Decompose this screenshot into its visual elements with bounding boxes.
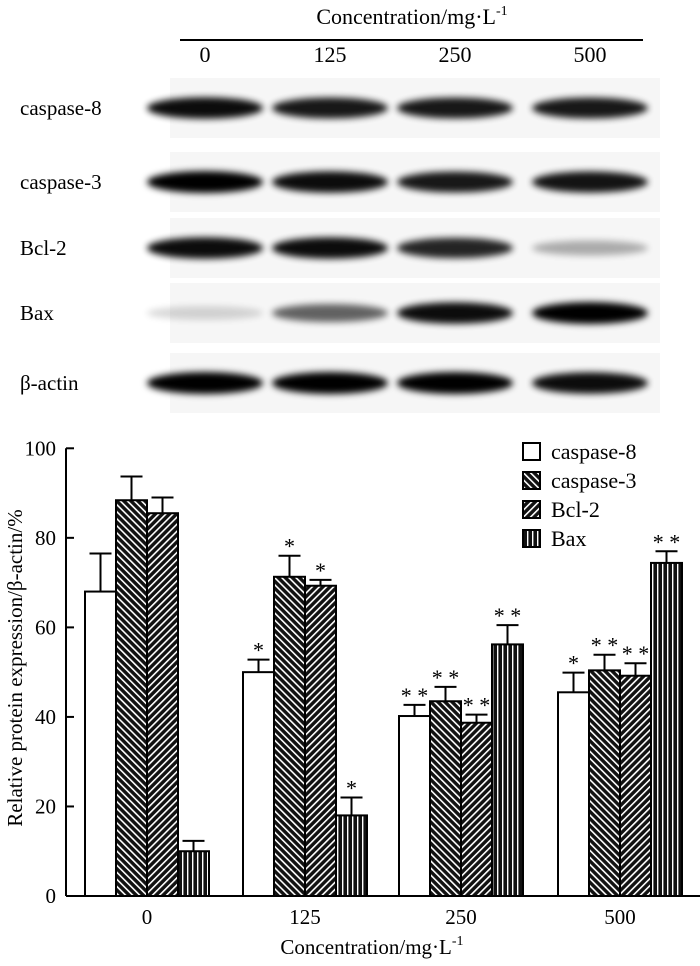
significance-marker: * * <box>463 693 491 718</box>
blot-band <box>397 372 513 394</box>
blot-row-label: Bax <box>20 301 54 325</box>
bar-caspase-3 <box>588 669 621 897</box>
y-tick-label: 80 <box>35 526 56 550</box>
blot-row-label: β-actin <box>20 371 79 395</box>
significance-marker: * * <box>494 603 522 628</box>
x-tick-label: 250 <box>445 905 477 929</box>
bar-caspase-3 <box>429 700 462 897</box>
bar-Bcl-2 <box>619 674 652 898</box>
bar-Bax <box>335 814 368 897</box>
bar-caspase-8 <box>84 590 117 898</box>
blot-band <box>147 237 263 259</box>
blot-band <box>532 372 648 394</box>
significance-marker: * <box>284 534 295 559</box>
bar-Bcl-2 <box>460 721 493 898</box>
significance-marker: * <box>253 638 264 663</box>
bar-Bax <box>177 850 210 897</box>
significance-marker: * * <box>432 665 460 690</box>
lane-label: 500 <box>574 42 607 67</box>
blot-band <box>532 302 648 324</box>
blot-band <box>147 306 263 320</box>
y-tick-label: 60 <box>35 615 56 639</box>
x-tick-label: 500 <box>604 905 636 929</box>
significance-marker: * <box>346 776 357 801</box>
y-tick-label: 0 <box>46 884 57 908</box>
x-tick-label: 125 <box>289 905 321 929</box>
blot-band <box>272 304 388 322</box>
bar-Bax <box>491 643 524 897</box>
blot-band <box>397 237 513 259</box>
legend-swatch <box>522 442 541 461</box>
lane-label: 0 <box>200 42 211 67</box>
blot-row-label: caspase-3 <box>20 170 102 194</box>
bar-caspase-8 <box>242 671 275 898</box>
blot-band <box>532 97 648 119</box>
legend-label: Bcl-2 <box>551 497 600 522</box>
blot-band <box>147 97 263 119</box>
y-axis-label: Relative protein expression/β-actin/% <box>3 509 27 826</box>
blot-band <box>272 372 388 394</box>
bar-Bcl-2 <box>146 512 179 897</box>
bar-caspase-8 <box>398 715 431 897</box>
legend-label: caspase-3 <box>551 468 637 493</box>
blot-band <box>532 171 648 193</box>
legend-swatch <box>522 500 541 519</box>
blot-band <box>397 171 513 193</box>
blot-header: Concentration/mg·L-1 <box>316 4 507 29</box>
blot-row-label: Bcl-2 <box>20 236 67 260</box>
blot-band <box>532 240 648 256</box>
y-tick-label: 40 <box>35 705 56 729</box>
significance-marker: * * <box>653 529 681 554</box>
y-tick-label: 100 <box>25 436 57 460</box>
bar-caspase-3 <box>273 575 306 898</box>
lane-label: 250 <box>439 42 472 67</box>
blot-band <box>272 171 388 193</box>
blot-band <box>147 171 263 193</box>
blot-band <box>147 372 263 394</box>
blot-row-label: caspase-8 <box>20 96 102 120</box>
bar-Bcl-2 <box>304 584 337 897</box>
x-axis-label: Concentration/mg·L-1 <box>280 934 463 959</box>
blot-band <box>397 302 513 324</box>
significance-marker: * * <box>401 683 429 708</box>
legend-label: caspase-8 <box>551 439 637 464</box>
blot-band <box>272 237 388 259</box>
bar-caspase-8 <box>557 691 590 898</box>
bar-Bax <box>650 561 683 897</box>
significance-marker: * <box>315 558 326 583</box>
legend-label: Bax <box>551 526 586 551</box>
blot-band <box>272 97 388 119</box>
significance-marker: * <box>568 651 579 676</box>
x-tick-label: 0 <box>142 905 153 929</box>
legend-swatch <box>522 529 541 548</box>
y-tick-label: 20 <box>35 794 56 818</box>
blot-band <box>397 97 513 119</box>
bar-caspase-3 <box>115 499 148 897</box>
significance-marker: * * <box>622 641 650 666</box>
lane-label: 125 <box>314 42 347 67</box>
legend-swatch <box>522 471 541 490</box>
significance-marker: * * <box>591 633 619 658</box>
